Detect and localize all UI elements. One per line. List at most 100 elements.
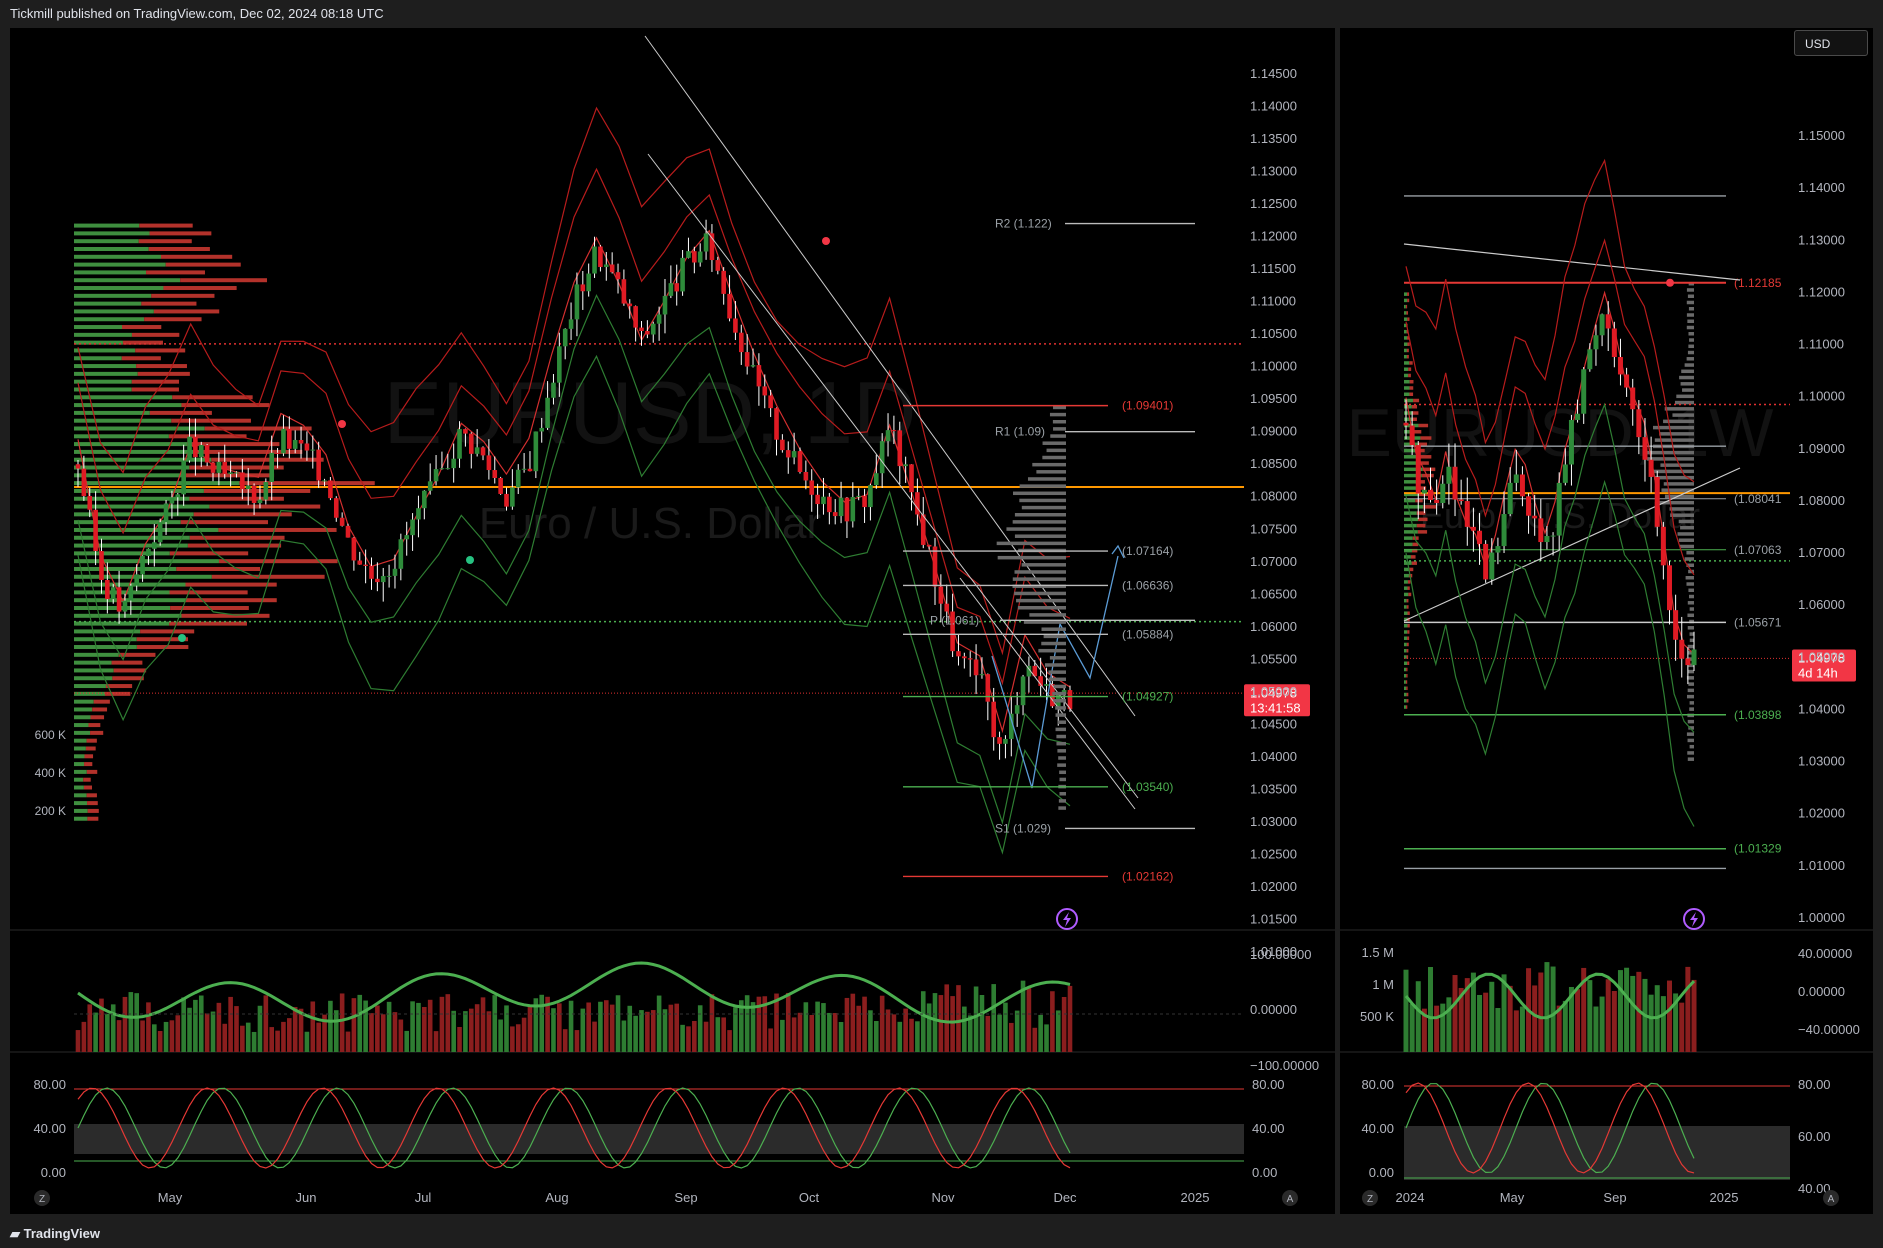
stoch-band <box>74 1124 1244 1154</box>
currency-button[interactable]: USD <box>1794 30 1868 56</box>
volume-bar <box>1044 1024 1049 1052</box>
right-volume-bar <box>1409 1003 1415 1052</box>
right-candle-body <box>1630 387 1636 410</box>
left-price-tick: 1.05000 <box>1250 684 1297 699</box>
right-volume-profile-sell <box>1411 417 1417 422</box>
candle-body <box>903 464 908 467</box>
left-stoch-tick-left: 0.00 <box>41 1165 66 1180</box>
left-zoom-button[interactable]: Z <box>34 1190 50 1206</box>
channel-line-lower <box>647 153 1139 799</box>
candle-body <box>128 585 134 601</box>
right-candle-body <box>1544 536 1550 543</box>
right-volume-profile-sell <box>1407 298 1410 303</box>
right-volume-profile-buy <box>1404 630 1408 634</box>
volume-profile-bar-buy <box>74 410 150 415</box>
volume-profile-bar-sell <box>149 410 212 415</box>
volume-bar <box>1003 1002 1008 1052</box>
recent-volume-profile-bar <box>997 555 1066 560</box>
right-recent-volume-profile <box>1688 344 1694 349</box>
candle-body <box>457 429 462 459</box>
right-recent-volume-profile <box>1664 494 1694 499</box>
right-price-tick: 1.05000 <box>1798 649 1845 664</box>
right-recent-volume-profile <box>1680 525 1694 530</box>
volume-bar <box>756 996 762 1052</box>
right-auto-button[interactable]: A <box>1823 1190 1839 1206</box>
right-volume-bar <box>1587 980 1593 1052</box>
volume-profile-bar-buy <box>74 801 88 806</box>
volume-profile-bar-buy <box>74 621 170 626</box>
right-volume-profile-sell <box>1412 548 1418 553</box>
right-candle-body <box>1470 526 1476 531</box>
tradingview-logo[interactable]: ▰ TradingView <box>10 1220 100 1248</box>
right-recent-volume-profile <box>1687 757 1694 761</box>
right-volume-profile-sell <box>1406 699 1409 703</box>
recent-volume-profile-bar <box>1021 505 1066 510</box>
right-volume-profile-sell <box>1411 405 1418 409</box>
volume-bar <box>404 1030 410 1052</box>
stoch-d-line <box>77 1087 1071 1169</box>
candle-body <box>515 469 521 488</box>
right-alert-lightning-icon[interactable] <box>1683 908 1705 930</box>
chart-canvas[interactable]: EURUSD, 1D Euro / U.S. Dollar EURUSD, 1W… <box>0 28 1883 1248</box>
candle-body <box>803 471 809 481</box>
right-recent-volume-profile <box>1685 576 1694 580</box>
candle-body <box>967 658 973 660</box>
candle-body <box>603 264 609 267</box>
volume-profile-bar-sell <box>187 543 282 548</box>
right-volume-profile-sell <box>1407 586 1410 590</box>
candle-body <box>105 579 110 600</box>
left-alert-lightning-icon[interactable] <box>1056 908 1078 930</box>
candle-body <box>275 452 280 454</box>
volume-bar <box>633 1015 638 1052</box>
right-volume-profile-sell <box>1412 411 1419 415</box>
volume-profile-bar-sell <box>131 332 180 337</box>
volume-profile-bar-buy <box>74 356 122 361</box>
left-price-tick: 1.13000 <box>1250 164 1297 179</box>
volume-bar <box>686 1026 691 1052</box>
recent-volume-profile-bar <box>1014 534 1066 538</box>
volume-profile-bar-buy <box>74 723 89 728</box>
right-recent-volume-profile <box>1687 613 1694 618</box>
candle-body <box>1020 676 1026 706</box>
right-candle-body <box>1415 445 1421 494</box>
volume-bar <box>1014 1010 1020 1052</box>
volume-bar <box>885 1009 891 1052</box>
left-auto-button[interactable]: A <box>1282 1190 1298 1206</box>
right-volume-profile-sell <box>1406 311 1409 315</box>
volume-bar <box>298 1008 304 1052</box>
right-recent-volume-profile <box>1680 382 1694 386</box>
volume-bar <box>780 1019 785 1052</box>
volume-profile-bar-sell <box>87 808 99 813</box>
right-price-tick: 1.04000 <box>1798 701 1845 716</box>
right-upper-band-outer <box>1405 158 1695 483</box>
right-volume-profile-buy <box>1404 392 1410 396</box>
candle-body <box>140 555 145 575</box>
volume-bar <box>193 999 198 1052</box>
right-time-tick: Sep <box>1603 1190 1626 1205</box>
right-recent-volume-profile <box>1688 306 1694 311</box>
left-price-tick: 1.01500 <box>1250 911 1297 926</box>
volume-bar <box>973 986 979 1052</box>
volume-bar <box>357 994 363 1052</box>
volume-bar <box>169 1020 175 1052</box>
candle-body <box>474 447 480 454</box>
recent-volume-profile-bar <box>1058 756 1066 760</box>
candle-body <box>668 283 674 296</box>
right-volume-profile-buy <box>1404 379 1410 384</box>
volume-bar <box>1061 996 1067 1052</box>
right-recent-volume-profile <box>1686 300 1694 305</box>
right-volume-profile-sell <box>1413 398 1420 403</box>
right-candle-body <box>1452 466 1458 500</box>
level-label: R2 (1.122) <box>995 217 1052 231</box>
right-volume-profile-sell <box>1411 561 1417 565</box>
recent-volume-profile-bar <box>1055 727 1066 732</box>
right-recent-volume-profile <box>1679 544 1694 549</box>
level-label: (1.03540) <box>1122 780 1173 794</box>
level-label: (1.04927) <box>1122 690 1173 704</box>
right-zoom-button[interactable]: Z <box>1362 1190 1378 1206</box>
right-recent-volume-profile <box>1689 632 1694 636</box>
right-recent-volume-profile <box>1672 413 1694 417</box>
right-lower-band-outer <box>1405 479 1695 827</box>
volume-bar <box>1009 1022 1014 1052</box>
candle-body <box>269 452 275 482</box>
